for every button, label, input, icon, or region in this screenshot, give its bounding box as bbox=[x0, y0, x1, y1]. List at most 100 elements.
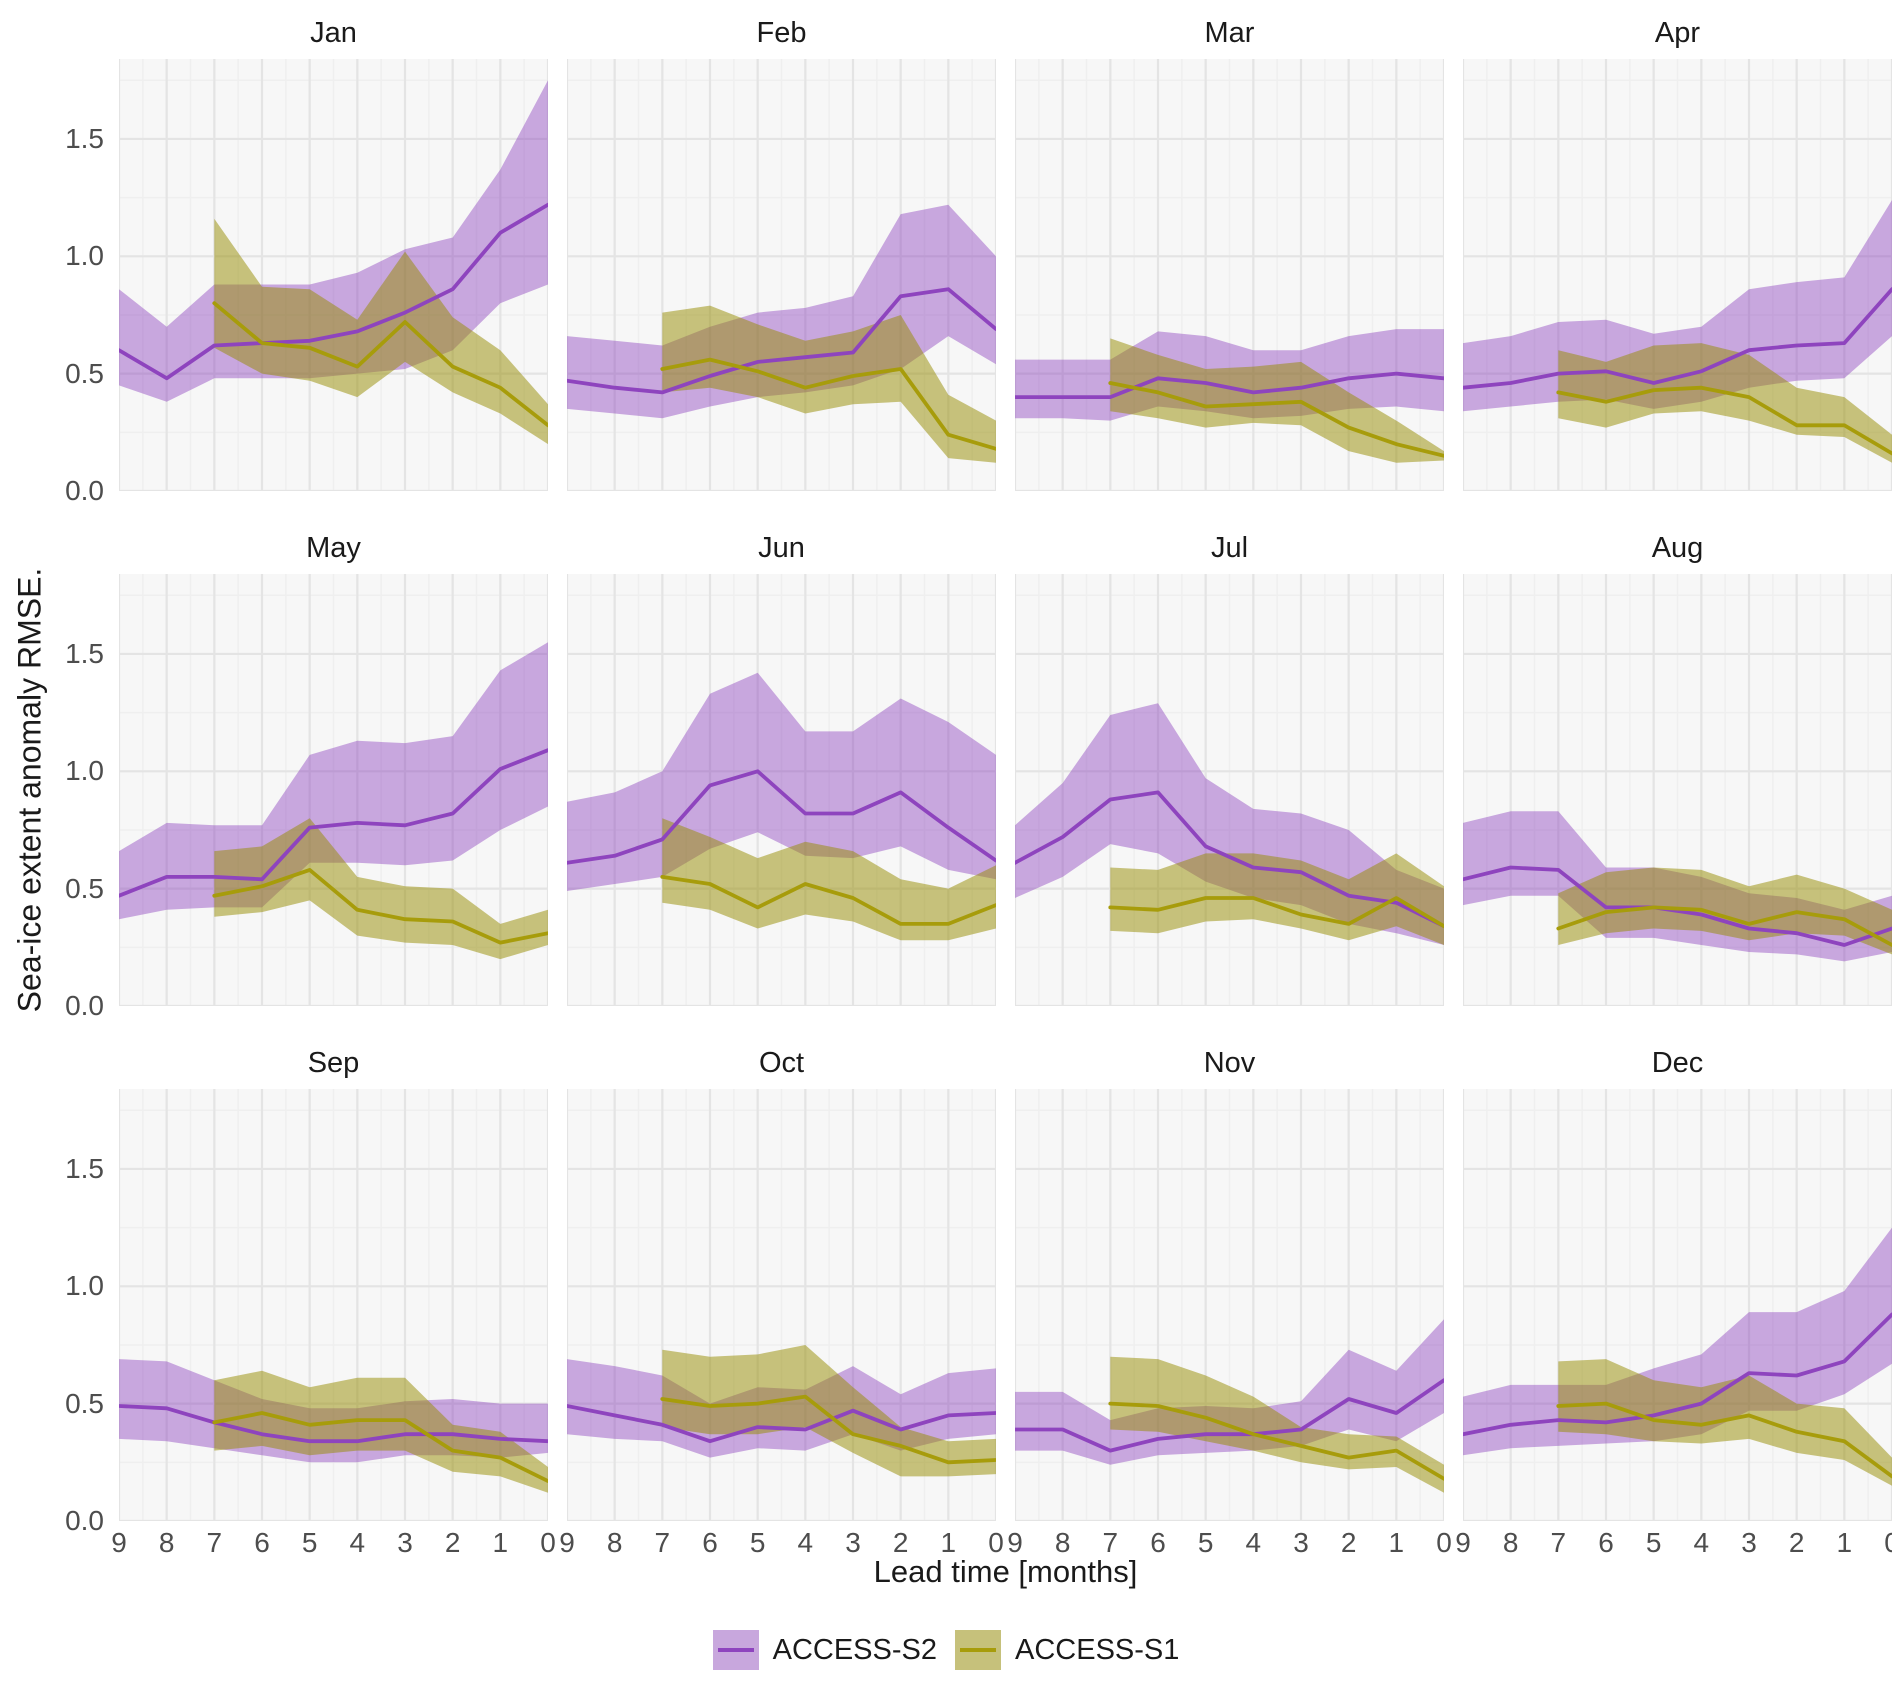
x-tick-col2-3: 3 bbox=[845, 1527, 861, 1558]
facet-panel-dec bbox=[1463, 1089, 1892, 1521]
legend-label: ACCESS-S2 bbox=[772, 1633, 937, 1666]
legend-key-swatch bbox=[955, 1630, 1001, 1670]
y-tick-row3-0.0: 0.0 bbox=[65, 1505, 104, 1536]
s1-line bbox=[1556, 385, 1892, 456]
x-tick-col2-6: 6 bbox=[702, 1527, 718, 1558]
x-tick-col3-4: 4 bbox=[1245, 1527, 1262, 1558]
x-tick-col4-4: 4 bbox=[1693, 1527, 1710, 1558]
s1-ribbon bbox=[1558, 867, 1892, 955]
y-axis-title: Sea-ice extent anomaly RMSE. bbox=[11, 567, 48, 1013]
x-tick-col3-9: 9 bbox=[1007, 1527, 1023, 1558]
x-tick-col2-1: 1 bbox=[940, 1527, 957, 1558]
x-tick-col4-3: 3 bbox=[1741, 1527, 1757, 1558]
legend-key-swatch bbox=[712, 1630, 759, 1670]
s1-ribbon bbox=[214, 218, 548, 445]
s1-line bbox=[212, 1411, 548, 1484]
legend-key-line bbox=[960, 1648, 996, 1652]
s2-line bbox=[1463, 287, 1892, 390]
legend-label: ACCESS-S1 bbox=[1015, 1633, 1180, 1666]
facet-panel-aug bbox=[1463, 574, 1892, 1006]
s1-line bbox=[212, 867, 548, 945]
x-tick-col2-2: 2 bbox=[892, 1527, 909, 1558]
facet-title-may: May bbox=[306, 532, 361, 564]
x-tick-col1-4: 4 bbox=[349, 1527, 366, 1558]
facet-title-sep: Sep bbox=[307, 1047, 360, 1079]
y-tick-row2-0.5: 0.5 bbox=[65, 872, 104, 904]
facet-title-dec: Dec bbox=[1651, 1047, 1704, 1079]
y-tick-row1-1.5: 1.5 bbox=[65, 122, 104, 154]
s2-line bbox=[1463, 1312, 1892, 1437]
s1-ribbon bbox=[1558, 343, 1892, 463]
facet-panel-jan bbox=[119, 59, 548, 491]
x-tick-col3-6: 6 bbox=[1150, 1527, 1166, 1558]
y-tick-row3-1.5: 1.5 bbox=[65, 1152, 104, 1184]
s2-line bbox=[119, 748, 548, 898]
x-tick-col2-9: 9 bbox=[559, 1527, 575, 1558]
s2-line bbox=[1015, 1378, 1444, 1453]
facet-panel-feb bbox=[567, 59, 996, 491]
s1-line bbox=[1108, 1401, 1444, 1481]
x-tick-col1-9: 9 bbox=[111, 1527, 127, 1558]
s1-line bbox=[660, 874, 996, 926]
s2-line bbox=[119, 202, 548, 381]
s1-ribbon bbox=[1110, 853, 1444, 945]
x-tick-col3-0: 0 bbox=[1436, 1527, 1452, 1558]
legend-item-access-s2: ACCESS-S2 bbox=[712, 1630, 937, 1670]
x-tick-col3-3: 3 bbox=[1293, 1527, 1309, 1558]
facet-title-mar: Mar bbox=[1204, 17, 1255, 49]
x-tick-col2-8: 8 bbox=[606, 1527, 623, 1558]
s1-line bbox=[212, 301, 548, 428]
s1-ribbon bbox=[662, 305, 996, 463]
x-tick-col2-4: 4 bbox=[797, 1527, 814, 1558]
x-tick-col3-8: 8 bbox=[1054, 1527, 1071, 1558]
x-tick-col1-2: 2 bbox=[444, 1527, 461, 1558]
y-tick-row2-0.0: 0.0 bbox=[65, 990, 104, 1021]
y-tick-row3-1.0: 1.0 bbox=[65, 1270, 104, 1302]
x-tick-col1-8: 8 bbox=[158, 1527, 175, 1558]
x-tick-col4-9: 9 bbox=[1455, 1527, 1471, 1558]
s1-line bbox=[1556, 905, 1892, 947]
s2-line bbox=[1015, 790, 1444, 929]
x-tick-col4-7: 7 bbox=[1550, 1527, 1567, 1558]
x-tick-col3-1: 1 bbox=[1388, 1527, 1405, 1558]
y-tick-row2-1.0: 1.0 bbox=[65, 755, 104, 787]
s2-line bbox=[567, 1404, 996, 1444]
legend-key-line bbox=[717, 1648, 754, 1652]
s1-line bbox=[660, 1394, 996, 1465]
s1-ribbon bbox=[1558, 1359, 1892, 1486]
y-tick-row3-0.5: 0.5 bbox=[65, 1387, 104, 1419]
s1-ribbon bbox=[662, 1345, 996, 1477]
facet-title-apr: Apr bbox=[1654, 17, 1701, 49]
facet-panel-may bbox=[119, 574, 548, 1006]
facet-title-oct: Oct bbox=[758, 1047, 805, 1079]
y-tick-row1-0.5: 0.5 bbox=[65, 357, 104, 389]
facet-title-jun: Jun bbox=[758, 532, 805, 564]
x-tick-col4-8: 8 bbox=[1502, 1527, 1519, 1558]
s2-line bbox=[1015, 371, 1444, 400]
facet-title-nov: Nov bbox=[1203, 1047, 1256, 1079]
x-tick-col1-6: 6 bbox=[254, 1527, 270, 1558]
facet-panel-oct bbox=[567, 1089, 996, 1521]
facet-panel-apr bbox=[1463, 59, 1892, 491]
s1-ribbon bbox=[662, 818, 996, 941]
s1-ribbon bbox=[214, 818, 548, 960]
legend-item-access-s1: ACCESS-S1 bbox=[955, 1630, 1179, 1670]
x-tick-col4-1: 1 bbox=[1836, 1527, 1853, 1558]
x-tick-col1-5: 5 bbox=[301, 1527, 318, 1558]
facet-panel-sep bbox=[119, 1089, 548, 1521]
x-tick-col4-6: 6 bbox=[1598, 1527, 1614, 1558]
y-tick-row1-1.0: 1.0 bbox=[65, 240, 104, 272]
facet-panel-jun bbox=[567, 574, 996, 1006]
x-tick-col2-7: 7 bbox=[654, 1527, 671, 1558]
y-tick-row2-1.5: 1.5 bbox=[65, 637, 104, 669]
x-tick-col2-0: 0 bbox=[988, 1527, 1004, 1558]
s2-line bbox=[567, 769, 996, 865]
facet-panel-nov bbox=[1015, 1089, 1444, 1521]
s1-ribbon bbox=[1110, 1356, 1444, 1493]
s1-line bbox=[1556, 1401, 1892, 1479]
facet-title-jan: Jan bbox=[310, 17, 357, 49]
s2-line bbox=[567, 287, 996, 395]
s1-line bbox=[1108, 896, 1444, 929]
s2-line bbox=[1463, 865, 1892, 947]
